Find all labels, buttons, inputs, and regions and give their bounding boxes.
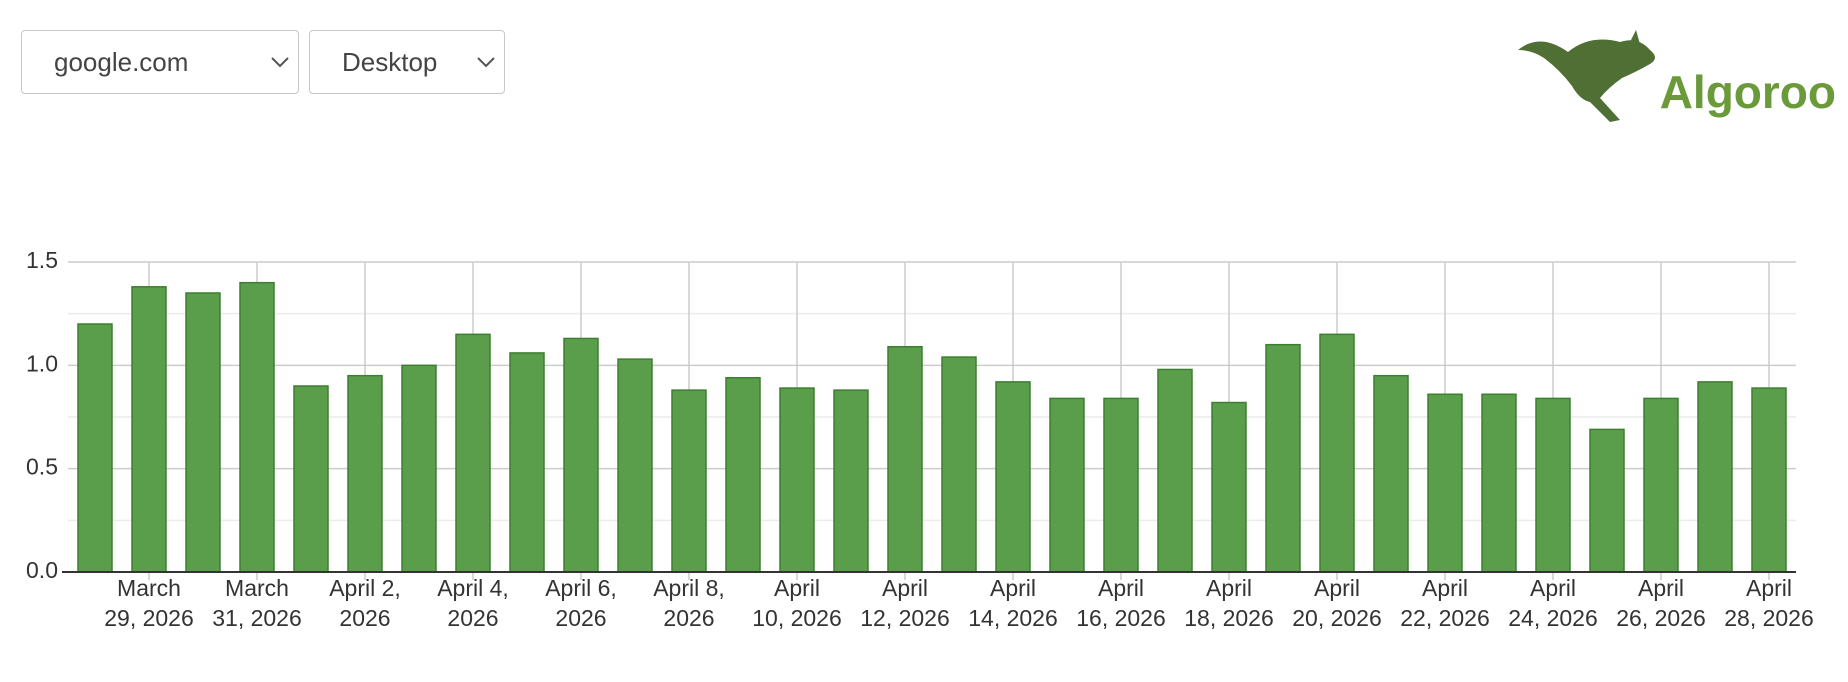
y-tick-label: 0.0	[26, 557, 58, 583]
bar	[131, 286, 167, 573]
chevron	[271, 57, 289, 68]
bar	[563, 337, 599, 573]
label-line: April	[1746, 575, 1792, 601]
bar	[617, 358, 653, 573]
x-tick-label: April 26, 2026	[1616, 575, 1706, 631]
bar	[1373, 374, 1409, 573]
bar	[455, 333, 491, 573]
label-line: 24, 2026	[1508, 605, 1598, 631]
site-value: google.com	[54, 47, 189, 77]
bar	[1535, 397, 1571, 573]
label-line: March	[117, 575, 181, 601]
logo-text: Algoroo	[1660, 66, 1836, 118]
label-line: April	[1314, 575, 1360, 601]
label-line: 28, 2026	[1724, 605, 1814, 631]
label-line: April	[882, 575, 928, 601]
label-line: April	[774, 575, 820, 601]
bar	[239, 281, 275, 573]
y-tick-label: 1.0	[26, 350, 58, 376]
x-tick-label: March 31, 2026	[212, 575, 302, 631]
label-line: 26, 2026	[1616, 605, 1706, 631]
label-line: April	[990, 575, 1036, 601]
label-line: 2026	[555, 605, 606, 631]
logo: Algoroo	[1518, 30, 1836, 122]
kangaroo	[1518, 30, 1655, 122]
bar	[1589, 428, 1625, 573]
label-line: 2026	[447, 605, 498, 631]
label-line: 16, 2026	[1076, 605, 1166, 631]
bar	[671, 389, 707, 573]
bar	[1103, 397, 1139, 573]
bar	[1751, 387, 1787, 573]
label-line: April	[1638, 575, 1684, 601]
bar	[941, 356, 977, 573]
site-select[interactable]: google.com	[21, 30, 299, 94]
bar	[779, 387, 815, 573]
chevron	[477, 57, 495, 68]
x-tick-label: April 28, 2026	[1724, 575, 1814, 631]
x-tick-label: April 6, 2026	[545, 575, 617, 631]
x-tick-label: April 12, 2026	[860, 575, 950, 631]
bar	[725, 376, 761, 573]
x-tick-label: April 4, 2026	[437, 575, 509, 631]
x-tick-label: April 22, 2026	[1400, 575, 1490, 631]
bar	[1319, 333, 1355, 573]
bar	[1211, 401, 1247, 573]
bar	[887, 345, 923, 573]
y-tick-label: 1.5	[26, 247, 58, 273]
bar	[509, 352, 545, 573]
label-line: 31, 2026	[212, 605, 302, 631]
bar	[347, 374, 383, 573]
label-line: April	[1530, 575, 1576, 601]
label-line: April 2,	[329, 575, 401, 601]
bar	[77, 323, 113, 573]
label-line: April	[1098, 575, 1144, 601]
label-line: 10, 2026	[752, 605, 842, 631]
label-line: April 6,	[545, 575, 617, 601]
label-line: 29, 2026	[104, 605, 194, 631]
label-line: April	[1422, 575, 1468, 601]
x-tick-label: April 18, 2026	[1184, 575, 1274, 631]
bar	[1265, 343, 1301, 573]
bar	[401, 364, 437, 573]
label-line: April	[1206, 575, 1252, 601]
bar	[995, 381, 1031, 573]
bar	[1049, 397, 1085, 573]
bar	[1427, 393, 1463, 573]
bar	[1643, 397, 1679, 573]
bar	[1157, 368, 1193, 573]
label-line: April 4,	[437, 575, 509, 601]
x-tick-label: April 8, 2026	[653, 575, 725, 631]
x-tick-label: April 16, 2026	[1076, 575, 1166, 631]
label-line: April 8,	[653, 575, 725, 601]
label-line: 12, 2026	[860, 605, 950, 631]
device-select[interactable]: Desktop	[309, 30, 505, 94]
bar	[293, 385, 329, 573]
label-line: 2026	[663, 605, 714, 631]
label-line: 20, 2026	[1292, 605, 1382, 631]
bar	[1697, 381, 1733, 573]
x-tick-label: April 2, 2026	[329, 575, 401, 631]
x-tick-label: April 14, 2026	[968, 575, 1058, 631]
device-value: Desktop	[342, 47, 438, 77]
label-line: March	[225, 575, 289, 601]
bar	[833, 389, 869, 573]
x-tick-label: April 24, 2026	[1508, 575, 1598, 631]
x-tick-label: April 20, 2026	[1292, 575, 1382, 631]
x-tick-label: April 10, 2026	[752, 575, 842, 631]
x-tick-label: March 29, 2026	[104, 575, 194, 631]
label-line: 22, 2026	[1400, 605, 1490, 631]
label-line: 14, 2026	[968, 605, 1058, 631]
bar	[185, 292, 221, 573]
y-tick-label: 0.5	[26, 454, 58, 480]
label-line: 2026	[339, 605, 390, 631]
label-line: 18, 2026	[1184, 605, 1274, 631]
bar	[1481, 393, 1517, 573]
